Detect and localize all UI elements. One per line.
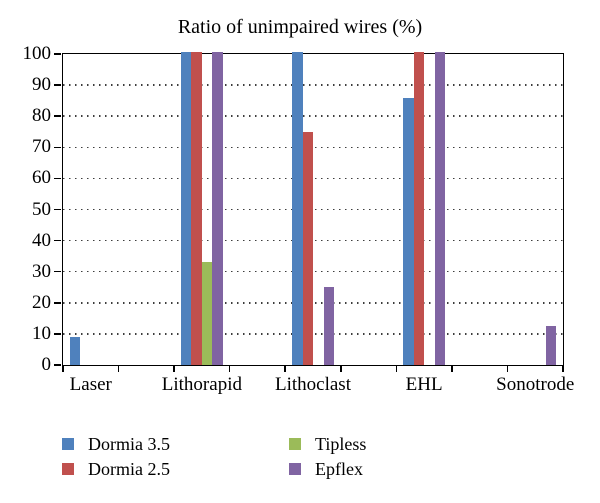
x-axis-tick xyxy=(228,365,231,372)
legend: Dormia 3.5 Dormia 2.5 Tipless Epflex xyxy=(62,434,532,490)
x-axis-label-sonotrode: Sonotrode xyxy=(496,374,575,395)
x-axis-label-lithoclast: Lithoclast xyxy=(275,374,351,395)
legend-label-epflex: Epflex xyxy=(315,459,363,479)
gridline-30 xyxy=(63,270,563,273)
y-axis-label: 70 xyxy=(32,136,51,158)
y-axis-tick xyxy=(54,302,61,304)
y-axis-tick xyxy=(54,146,61,149)
y-axis-label: 80 xyxy=(32,105,51,127)
bar-dormia-2-5-lithoclast xyxy=(302,131,313,365)
bar-dormia-3-5-lithoclast xyxy=(292,52,303,365)
x-axis-tick xyxy=(395,365,398,372)
legend-label-dormia-2-5: Dormia 2.5 xyxy=(88,459,170,479)
gridline-90 xyxy=(63,84,563,86)
gridline-60 xyxy=(63,177,563,180)
legend-item-dormia-2-5: Dormia 2.5 xyxy=(62,459,170,479)
gridline-50 xyxy=(63,208,563,211)
bar-epflex-lithorapid xyxy=(212,52,223,365)
chart-title: Ratio of unimpaired wires (%) xyxy=(177,16,423,38)
x-axis-label-laser: Laser xyxy=(69,374,112,395)
legend-label-dormia-3-5: Dormia 3.5 xyxy=(88,434,170,454)
legend-item-dormia-3-5: Dormia 3.5 xyxy=(62,434,170,454)
x-axis-tick xyxy=(284,365,287,372)
legend-item-epflex: Epflex xyxy=(289,459,363,479)
legend-swatch-dormia-3-5 xyxy=(62,438,74,450)
x-axis-tick xyxy=(173,365,175,372)
gridline-70 xyxy=(63,146,563,149)
bar-dormia-2-5-lithorapid xyxy=(191,52,202,365)
bar-tipless-lithorapid xyxy=(201,262,213,365)
x-axis-tick xyxy=(562,365,564,372)
legend-swatch-epflex xyxy=(289,463,301,475)
bar-dormia-3-5-laser xyxy=(69,337,81,365)
y-axis-tick xyxy=(54,177,61,180)
gridline-80 xyxy=(63,115,563,117)
y-axis-tick xyxy=(54,364,61,366)
y-axis-tick xyxy=(54,53,61,55)
y-axis-label: 90 xyxy=(32,74,51,96)
y-axis-tick xyxy=(54,270,61,273)
gridline-10 xyxy=(63,333,563,335)
y-axis-label: 40 xyxy=(32,229,51,251)
y-axis-label: 50 xyxy=(32,198,51,220)
y-axis-label: 20 xyxy=(32,291,51,313)
bar-epflex-lithoclast xyxy=(323,287,334,365)
legend-swatch-tipless xyxy=(289,438,301,450)
y-axis-tick xyxy=(54,333,61,335)
legend-item-tipless: Tipless xyxy=(289,434,367,454)
plot-area: 0 10 20 30 40 50 60 70 80 90 100 Laser Lithorapid Lit… xyxy=(23,43,575,395)
x-axis-label-ehl: EHL xyxy=(405,374,443,395)
legend-swatch-dormia-2-5 xyxy=(62,463,74,475)
y-axis-label: 100 xyxy=(22,43,52,64)
gridline-40 xyxy=(63,239,563,242)
y-axis-tick xyxy=(54,84,61,86)
bar-epflex-sonotrode xyxy=(545,326,557,365)
x-axis-label-lithorapid: Lithorapid xyxy=(161,374,242,395)
x-axis-tick xyxy=(339,365,342,372)
bar-dormia-3-5-ehl xyxy=(403,97,414,365)
y-axis-tick xyxy=(54,208,61,211)
x-axis-tick xyxy=(506,365,509,372)
y-axis-tick xyxy=(54,115,61,117)
y-axis-label: 10 xyxy=(32,322,51,344)
gridline-20 xyxy=(63,302,563,304)
y-axis-label: 60 xyxy=(32,167,51,189)
x-axis-tick xyxy=(117,365,120,372)
y-axis-label: 0 xyxy=(41,354,52,375)
y-axis-tick xyxy=(54,239,61,242)
bar-dormia-3-5-lithorapid xyxy=(180,52,192,365)
legend-label-tipless: Tipless xyxy=(315,434,367,454)
bar-dormia-2-5-ehl xyxy=(413,52,425,365)
y-axis-label: 30 xyxy=(32,260,51,282)
x-axis-tick xyxy=(451,365,453,372)
bar-epflex-ehl xyxy=(434,52,446,365)
x-axis-tick xyxy=(62,365,64,372)
